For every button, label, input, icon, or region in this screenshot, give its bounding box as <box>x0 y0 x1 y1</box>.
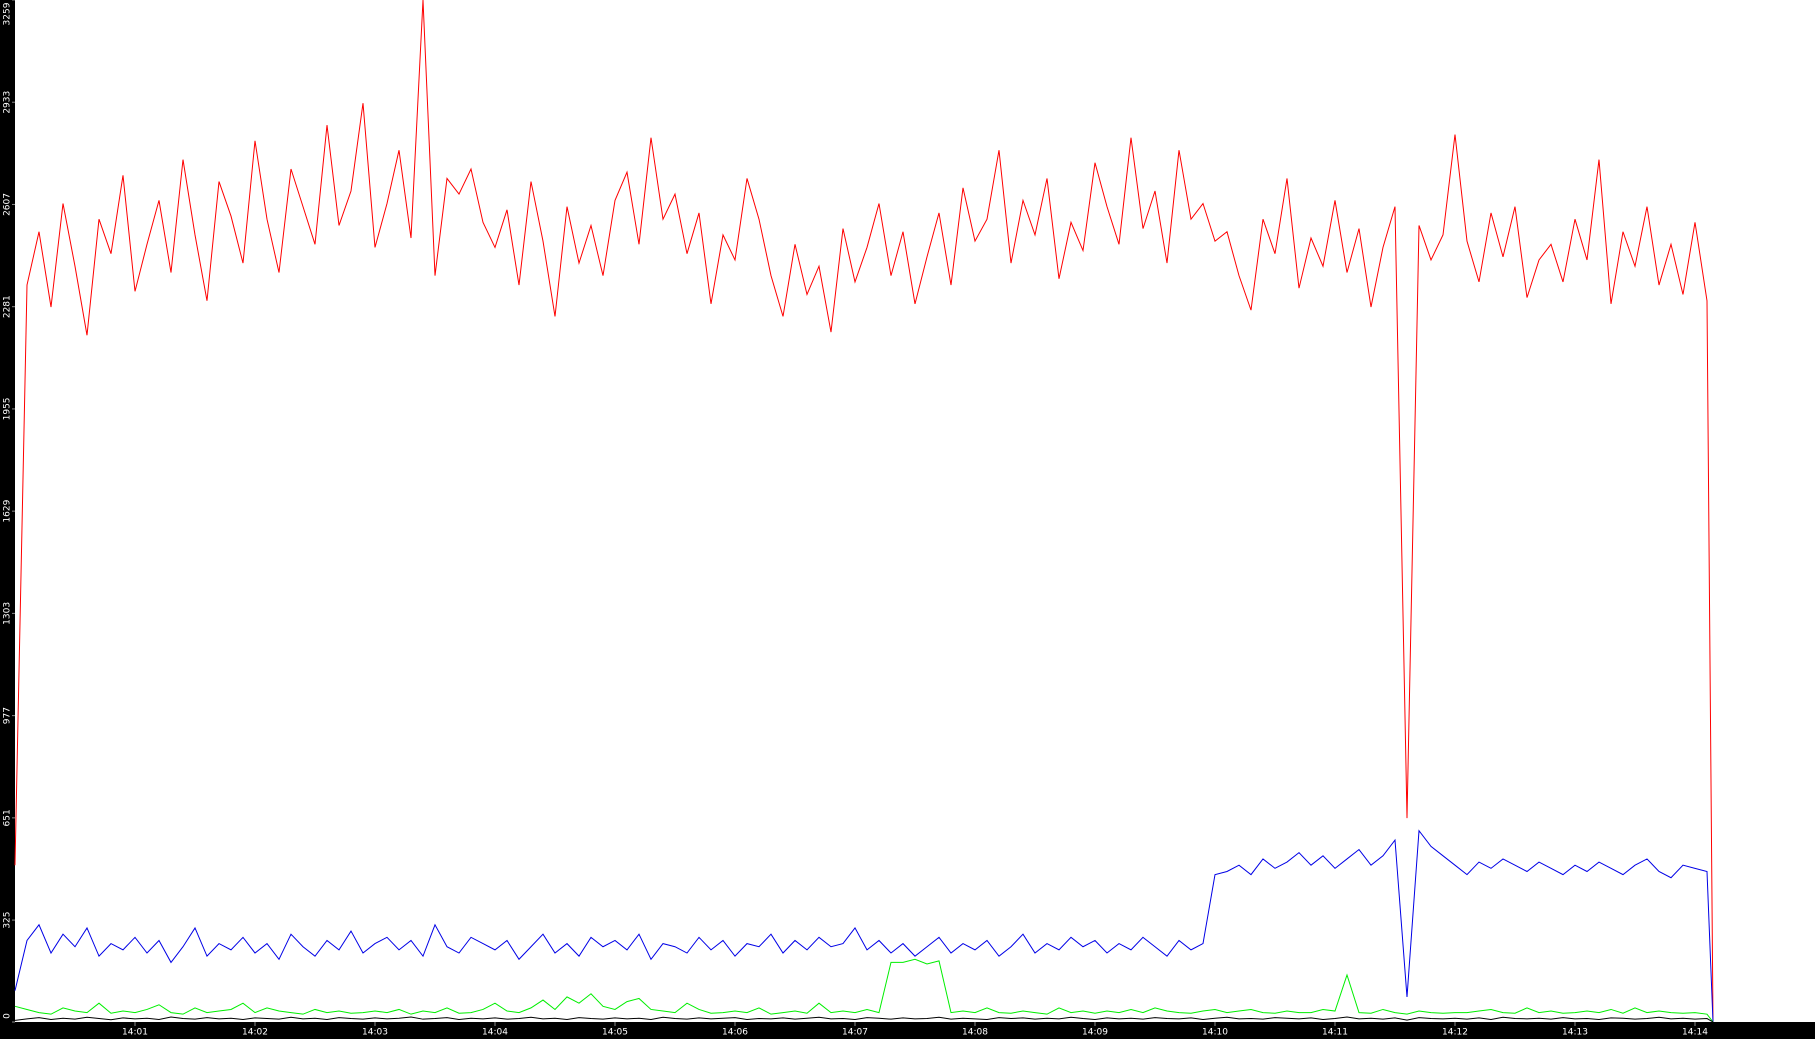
x-tick-label: 14:01 <box>122 1028 148 1038</box>
y-tick-label: 651 <box>3 809 13 826</box>
x-tick-label: 14:14 <box>1682 1028 1708 1038</box>
x-tick-label: 14:06 <box>722 1028 748 1038</box>
y-tick-label: 0 <box>3 1013 13 1019</box>
series-line <box>14 0 1714 1023</box>
x-tick-label: 14:02 <box>242 1028 268 1038</box>
y-tick-label: 1629 <box>3 499 13 522</box>
x-tick-label: 14:07 <box>842 1028 868 1038</box>
y-tick-label: 2933 <box>3 91 13 114</box>
y-tick-label: 2607 <box>3 193 13 216</box>
y-tick-label: 977 <box>3 707 13 724</box>
x-tick-label: 14:03 <box>362 1028 388 1038</box>
series-line <box>14 1016 1714 1023</box>
plot-area <box>15 0 1815 1022</box>
y-tick-label: 1303 <box>3 602 13 625</box>
y-tick-label: 1955 <box>3 397 13 420</box>
x-tick-label: 14:09 <box>1082 1028 1108 1038</box>
x-tick-label: 14:13 <box>1562 1028 1588 1038</box>
x-tick-label: 14:08 <box>962 1028 988 1038</box>
y-tick-label: 325 <box>3 911 13 928</box>
series-line <box>14 958 1714 1023</box>
y-tick-label: 3259 <box>3 2 13 25</box>
series-line <box>14 829 1714 1023</box>
x-tick-label: 14:05 <box>602 1028 628 1038</box>
x-tick-label: 14:11 <box>1322 1028 1348 1038</box>
x-tick-label: 14:10 <box>1202 1028 1228 1038</box>
x-tick-label: 14:12 <box>1442 1028 1468 1038</box>
y-tick-label: 2281 <box>3 295 13 318</box>
x-tick-label: 14:04 <box>482 1028 508 1038</box>
